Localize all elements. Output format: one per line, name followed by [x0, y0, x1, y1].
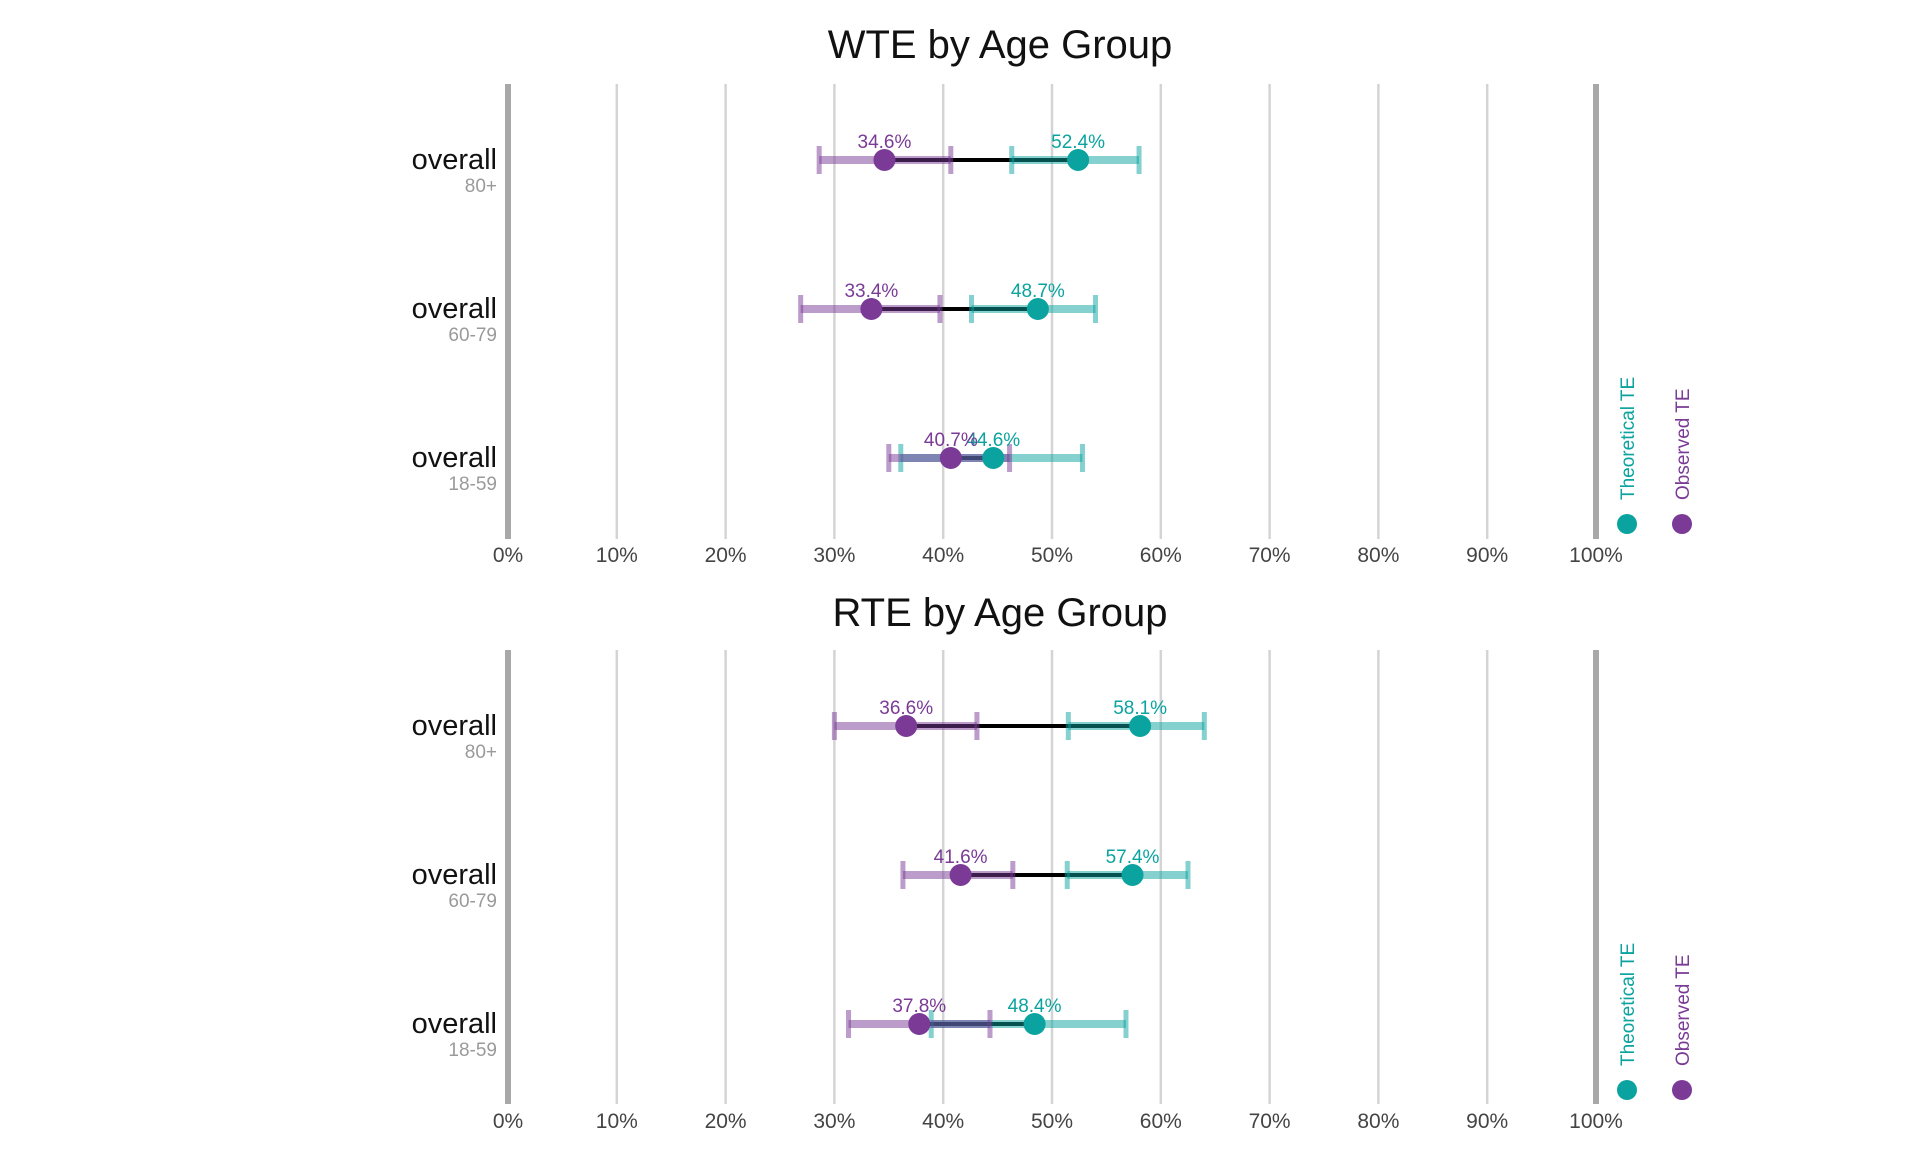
row-label: overall [412, 442, 497, 474]
legend-swatch [1672, 1080, 1692, 1100]
x-tick-label: 40% [922, 544, 964, 567]
theoretical-data-label: 44.6% [966, 430, 1020, 451]
legend: Theoretical TE Observed TE [1617, 377, 1694, 534]
theoretical-data-label: 48.7% [1011, 281, 1065, 302]
row-sublabel: 80+ [465, 742, 497, 763]
legend: Theoretical TE Observed TE [1617, 943, 1694, 1100]
row-sublabel: 60-79 [448, 891, 497, 912]
x-tick-label: 70% [1249, 1110, 1291, 1133]
legend-label: Theoretical TE [1618, 943, 1639, 1066]
row-label: overall [412, 293, 497, 325]
row-label: overall [412, 859, 497, 891]
observed-data-label: 41.6% [934, 847, 988, 868]
legend-swatch [1617, 1080, 1637, 1100]
legend-label: Observed TE [1673, 954, 1694, 1066]
theoretical-data-label: 48.4% [1008, 996, 1062, 1017]
theoretical-data-label: 58.1% [1113, 698, 1167, 719]
observed-point [860, 298, 883, 320]
row-sublabel: 60-79 [448, 325, 497, 346]
observed-data-label: 33.4% [844, 281, 898, 302]
x-tick-label: 50% [1031, 544, 1073, 567]
x-tick-label: 60% [1140, 544, 1182, 567]
theoretical-point [982, 447, 1005, 469]
x-tick-label: 60% [1140, 1110, 1182, 1133]
x-tick-label: 0% [493, 1110, 523, 1133]
row-label: overall [412, 144, 497, 176]
row-sublabel: 80+ [465, 176, 497, 197]
row-label: overall [412, 710, 497, 742]
x-tick-label: 20% [705, 1110, 747, 1133]
theoretical-data-label: 52.4% [1051, 132, 1105, 153]
x-tick-label: 90% [1466, 544, 1508, 567]
legend-label: Observed TE [1673, 388, 1694, 500]
panel-title: RTE by Age Group [833, 591, 1168, 635]
x-tick-label: 100% [1569, 1110, 1623, 1133]
observed-point [949, 864, 972, 886]
x-tick-label: 40% [922, 1110, 964, 1133]
x-tick-label: 10% [596, 544, 638, 567]
theoretical-point [1121, 864, 1144, 886]
panel-title: WTE by Age Group [828, 23, 1173, 67]
theoretical-data-label: 57.4% [1106, 847, 1160, 868]
x-tick-label: 70% [1249, 544, 1291, 567]
row-sublabel: 18-59 [448, 474, 497, 495]
legend-swatch [1672, 514, 1692, 534]
row-label: overall [412, 1008, 497, 1040]
x-tick-label: 0% [493, 544, 523, 567]
theoretical-point [1026, 298, 1049, 320]
row-sublabel: 18-59 [448, 1040, 497, 1061]
observed-point [873, 149, 896, 171]
observed-data-label: 36.6% [879, 698, 933, 719]
x-tick-label: 90% [1466, 1110, 1508, 1133]
panel-1: WTE by Age Group 0% 10% 20% 30% 40% 50% 60% 70% 8… [412, 23, 1694, 567]
x-tick-label: 50% [1031, 1110, 1073, 1133]
observed-data-label: 40.7% [924, 430, 978, 451]
legend-label: Theoretical TE [1618, 377, 1639, 500]
observed-point [908, 1013, 931, 1035]
x-tick-label: 30% [813, 544, 855, 567]
theoretical-point [1023, 1013, 1046, 1035]
x-tick-label: 20% [705, 544, 747, 567]
theoretical-point [1129, 715, 1152, 737]
panel-2: RTE by Age Group 0% 10% 20% 30% 40% 50% 60% 70% 8… [412, 591, 1694, 1133]
x-tick-label: 100% [1569, 544, 1623, 567]
theoretical-point [1067, 149, 1090, 171]
legend-swatch [1617, 514, 1637, 534]
observed-data-label: 34.6% [858, 132, 912, 153]
observed-data-label: 37.8% [892, 996, 946, 1017]
x-tick-label: 80% [1357, 1110, 1399, 1133]
x-tick-label: 30% [813, 1110, 855, 1133]
x-tick-label: 80% [1357, 544, 1399, 567]
observed-point [939, 447, 962, 469]
observed-point [895, 715, 918, 737]
x-tick-label: 10% [596, 1110, 638, 1133]
